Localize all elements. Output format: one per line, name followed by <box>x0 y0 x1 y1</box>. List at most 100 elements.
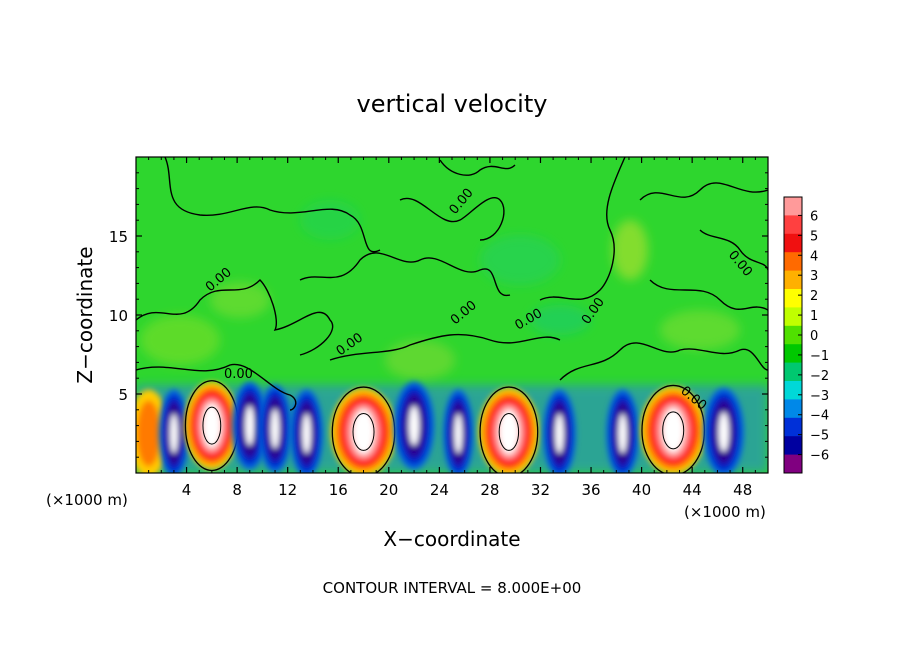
colorbar-label: −2 <box>810 369 829 384</box>
colorbar-swatch <box>784 325 802 345</box>
colorbar-swatch <box>784 289 802 308</box>
field-patch <box>140 315 220 365</box>
colorbar-swatch <box>784 381 802 400</box>
contour-label: 0.00 <box>224 367 253 382</box>
y-axis-label: Z−coordinate <box>73 246 97 383</box>
field: 0.00 0.00 0.00 0.00 0.00 0.00 0.00 0.00 … <box>136 157 768 473</box>
cell-layer <box>270 408 280 449</box>
contour-line <box>136 279 334 356</box>
y-tick-label: 15 <box>109 228 128 246</box>
cell-contour-inner <box>498 412 520 451</box>
y-tick-label: 10 <box>109 307 128 325</box>
colorbar-swatch <box>784 436 802 456</box>
contour-line <box>329 333 561 361</box>
colorbar-label: 1 <box>810 309 818 324</box>
x-tick-label: 32 <box>531 481 550 499</box>
x-tick-label: 44 <box>683 481 702 499</box>
cell-contour-inner <box>662 411 685 450</box>
field-patch <box>210 282 270 318</box>
updraft-cell <box>640 386 707 473</box>
x-tick-label: 40 <box>632 481 651 499</box>
downdraft-cell <box>543 389 576 473</box>
contour-lines <box>136 157 768 411</box>
x-tick-label: 4 <box>182 481 192 499</box>
field-patch <box>660 310 740 350</box>
cell-layer <box>170 413 178 454</box>
x-tick-label: 12 <box>278 481 297 499</box>
cell-layer <box>409 405 420 446</box>
colorbar-label: 3 <box>810 269 818 284</box>
contour-line <box>136 363 297 411</box>
field-patch <box>300 200 360 240</box>
downdraft-cell <box>232 381 268 470</box>
downdraft-cell <box>703 387 744 473</box>
cell-layer <box>302 413 311 454</box>
updraft-cell <box>184 381 240 470</box>
y-tick-label: 5 <box>118 386 128 404</box>
downdraft-cell <box>290 389 324 473</box>
contour-line <box>164 157 381 253</box>
cell-layer <box>353 409 375 454</box>
contour-line <box>639 182 768 201</box>
cell-layer <box>499 409 519 454</box>
colorbar-label: −3 <box>810 389 829 404</box>
x-tick-label: 28 <box>480 481 499 499</box>
contour-line <box>699 229 768 271</box>
x-tick-label: 24 <box>430 481 449 499</box>
colorbar-swatch <box>784 307 802 327</box>
x-tick-label: 8 <box>232 481 242 499</box>
updraft-cell <box>330 387 397 473</box>
cell-contour <box>479 386 539 473</box>
downdraft-cell <box>158 389 190 473</box>
colorbar-swatch <box>784 344 802 364</box>
x-tick-label: 20 <box>379 481 398 499</box>
colorbar-label: −4 <box>810 409 829 424</box>
colorbar-swatch <box>784 362 802 382</box>
cell-layer <box>555 413 564 454</box>
colorbar-swatch <box>784 270 802 290</box>
colorbar-label: −1 <box>810 349 829 364</box>
x-unit-right: (×1000 m) <box>684 503 766 521</box>
colorbar-label: 4 <box>810 249 818 264</box>
cell-layer <box>202 403 221 448</box>
colorbar-swatch <box>784 215 802 235</box>
downdraft-cell <box>258 384 292 473</box>
contour-line <box>299 252 511 296</box>
contour-line <box>649 279 768 311</box>
colorbar-label: 5 <box>810 229 818 244</box>
downdraft-cell <box>606 389 640 473</box>
field-texture <box>140 200 740 380</box>
colorbar-swatch <box>784 233 802 253</box>
cell-layer <box>718 412 729 452</box>
colorbar-swatch <box>784 454 802 474</box>
contour-line <box>539 157 626 301</box>
x-axis-label: X−coordinate <box>383 527 520 551</box>
x-tick-label: 36 <box>581 481 600 499</box>
contour-line <box>439 159 516 176</box>
downdraft-cell <box>443 389 474 473</box>
cell-contour-inner <box>202 406 222 445</box>
colorbar-label: 2 <box>810 289 818 304</box>
cell-contour-inner <box>352 412 375 451</box>
contour-line <box>559 342 768 381</box>
colorbar-swatch <box>784 399 802 419</box>
cell-layer <box>245 405 255 446</box>
x-tick-label: 48 <box>733 481 752 499</box>
colorbar-swatch <box>784 197 802 216</box>
colorbar-label: 0 <box>810 329 818 344</box>
downdraft-cell <box>393 381 435 470</box>
y-axis: 5 10 15 <box>109 172 768 458</box>
x-axis: 4 8 12 16 20 24 28 32 36 40 44 48 <box>148 157 756 499</box>
contour-line <box>399 197 505 241</box>
cell-layer <box>618 413 627 454</box>
contour-interval: CONTOUR INTERVAL = 8.000E+00 <box>323 579 582 597</box>
colorbar-swatch <box>784 417 802 437</box>
field-patch <box>530 305 590 335</box>
colorbar-swatch <box>784 252 802 272</box>
x-tick-label: 16 <box>329 481 348 499</box>
cell-layer <box>136 400 161 467</box>
cell-layer <box>454 413 463 454</box>
colorbar-label: −5 <box>810 429 829 444</box>
chart-title: vertical velocity <box>357 90 548 118</box>
